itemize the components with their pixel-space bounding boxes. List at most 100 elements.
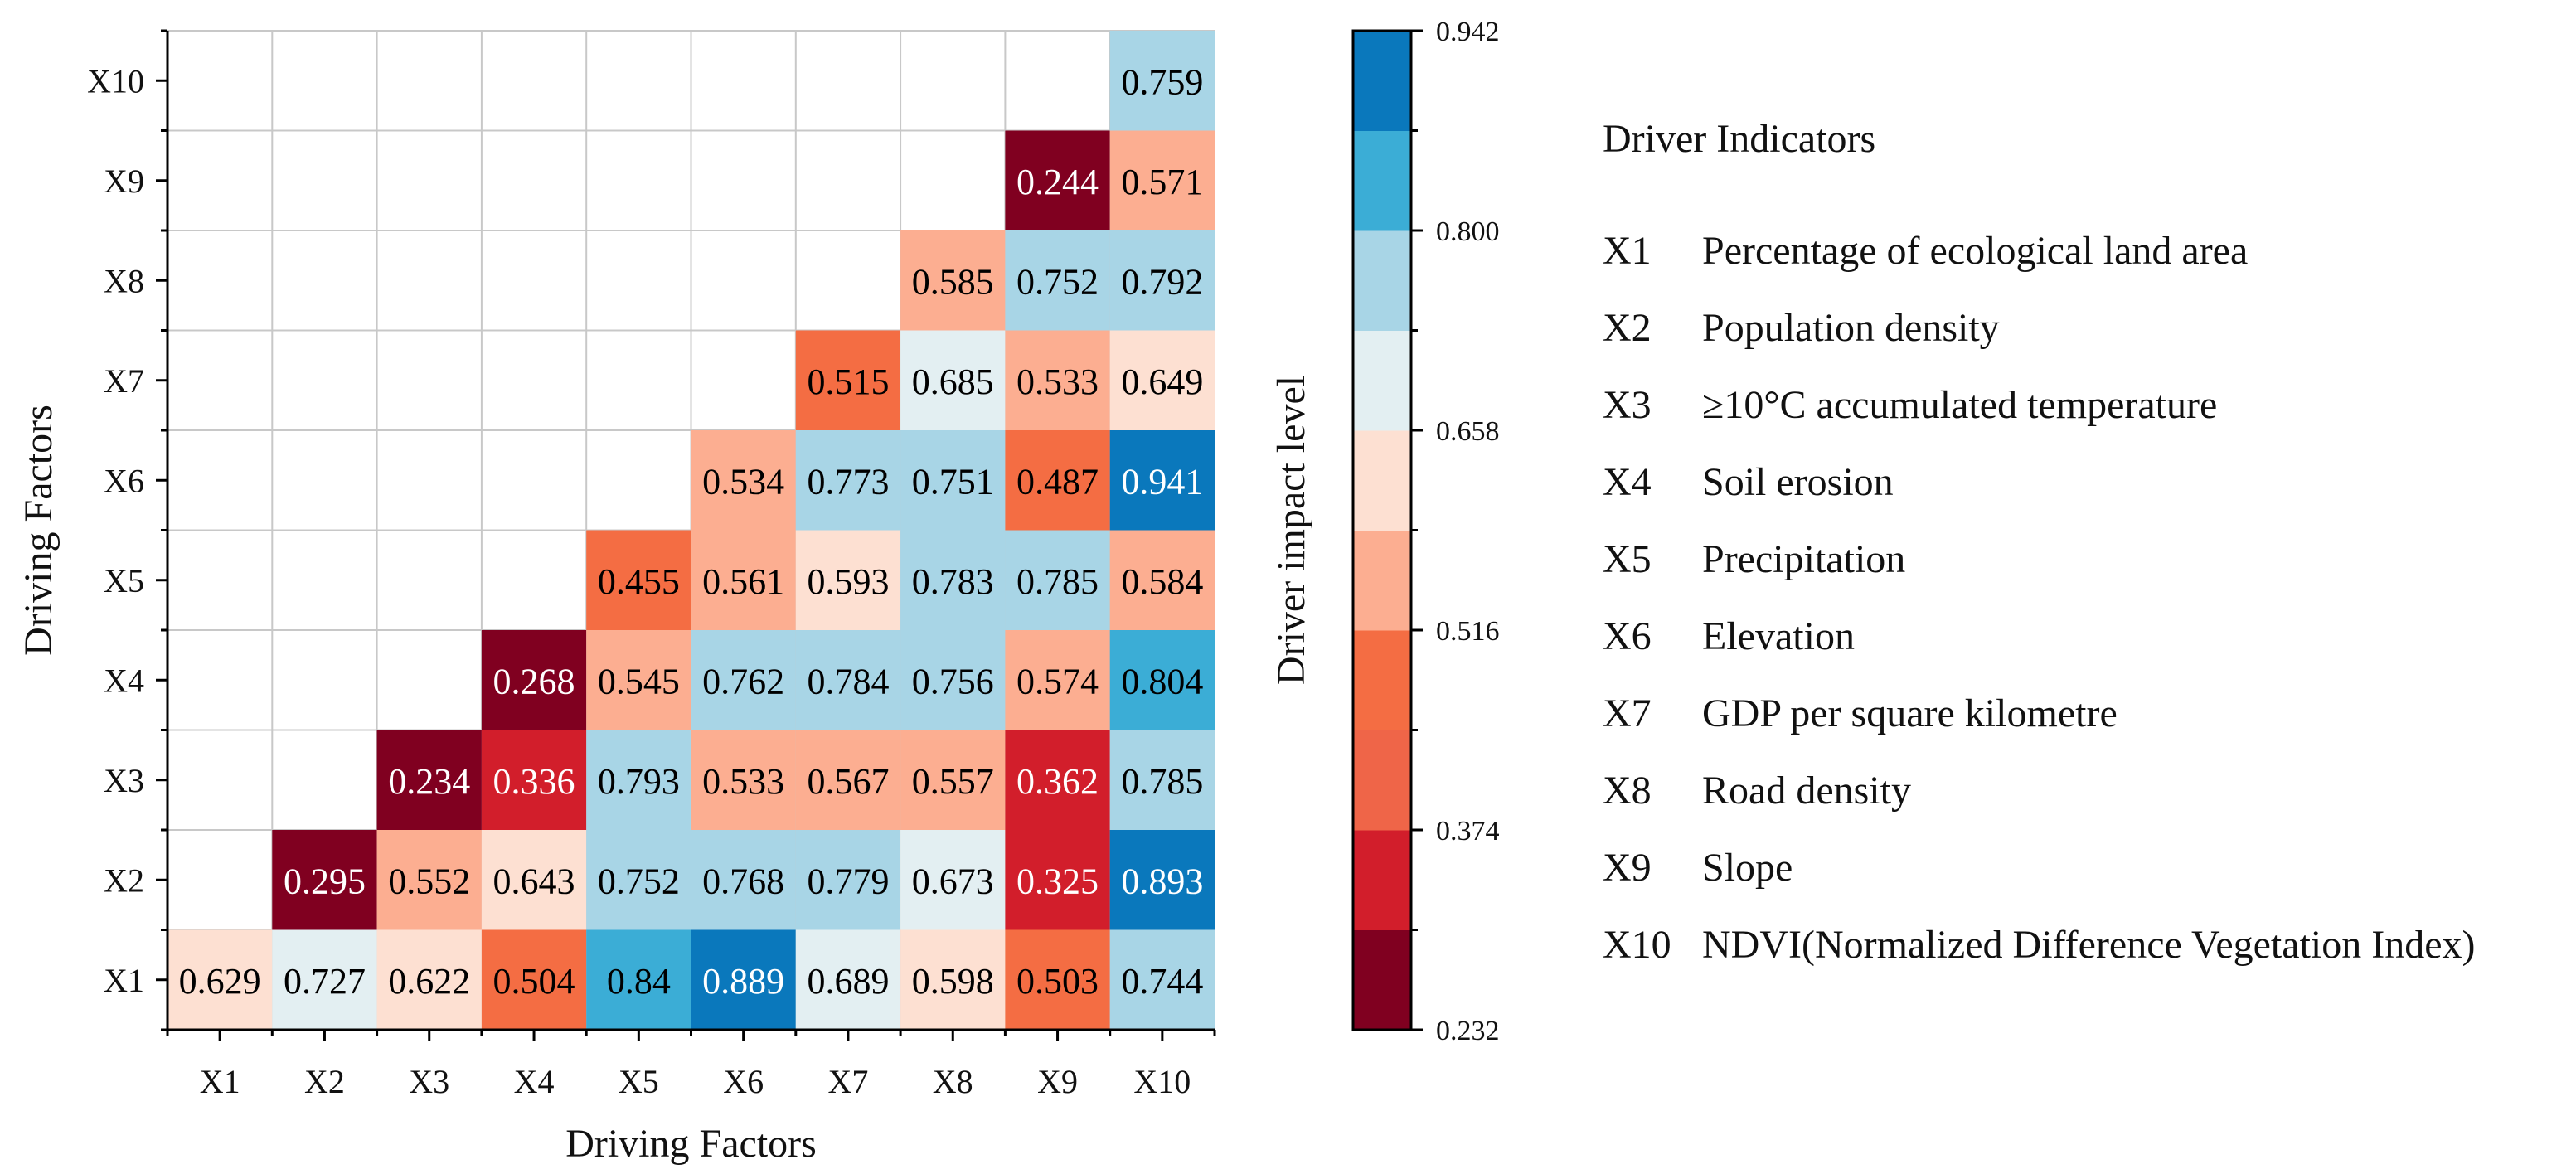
heatmap-cell-x10-x8: [1109, 230, 1215, 331]
heatmap-cell-x3-x3: [376, 730, 482, 830]
cell-value-label: 0.673: [912, 861, 994, 901]
heatmap-cell-x9-x3: [1005, 730, 1110, 830]
colorbar-bin: [1353, 430, 1411, 531]
x-tick-label: X10: [1133, 1063, 1191, 1100]
heatmap-cell-x6-x2: [691, 830, 796, 930]
cell-value-label: 0.629: [179, 961, 261, 1002]
cell-value-label: 0.793: [598, 761, 680, 802]
cell-value-label: 0.234: [388, 761, 470, 802]
y-tick-label: X10: [87, 62, 144, 99]
cell-value-label: 0.515: [807, 361, 889, 402]
heatmap-cell-x10-x2: [1109, 830, 1215, 930]
heatmap-cell-x6-x4: [691, 630, 796, 730]
cell-value-label: 0.557: [912, 761, 994, 802]
heatmap-cell-x4-x4: [481, 630, 587, 730]
x-tick-label: X7: [828, 1063, 869, 1100]
heatmap-cell-x5-x2: [586, 830, 691, 930]
colorbar-bin: [1353, 330, 1411, 431]
heatmap-cell-x2-x1: [272, 929, 377, 1030]
cell-value-label: 0.752: [598, 861, 680, 901]
heatmap-cell-x7-x6: [795, 430, 901, 531]
cell-value-label: 0.649: [1121, 361, 1203, 402]
colorbar-tick-label: 0.942: [1436, 17, 1500, 47]
heatmap-cell-x8-x7: [900, 330, 1006, 430]
x-tick-label: X8: [933, 1063, 973, 1100]
cell-value-label: 0.773: [807, 461, 889, 502]
colorbar-bin: [1353, 130, 1411, 231]
cell-value-label: 0.804: [1121, 661, 1203, 701]
cell-value-label: 0.784: [807, 661, 889, 701]
x-tick-label: X6: [723, 1063, 764, 1100]
cell-value-label: 0.295: [284, 861, 366, 901]
heatmap-cell-x9-x7: [1005, 330, 1110, 430]
heatmap-cell-x10-x1: [1109, 929, 1215, 1030]
y-tick-label: X4: [104, 662, 144, 699]
legend-label: Soil erosion: [1702, 460, 1894, 504]
cell-value-label: 0.571: [1121, 162, 1203, 202]
y-tick-label: X1: [104, 962, 144, 999]
legend-code: X1: [1603, 229, 1652, 273]
heatmap-cell-x9-x6: [1005, 430, 1110, 531]
heatmap-cell-x9-x5: [1005, 530, 1110, 630]
heatmap-cell-x4-x1: [481, 929, 587, 1030]
x-tick-label: X1: [200, 1063, 240, 1100]
heatmap-cell-x9-x2: [1005, 830, 1110, 930]
legend-code: X10: [1603, 923, 1671, 967]
heatmap-cell-x3-x2: [376, 830, 482, 930]
legend-label: Slope: [1702, 846, 1793, 890]
heatmap-cell-x6-x3: [691, 730, 796, 830]
heatmap-cell-x8-x5: [900, 530, 1006, 630]
heatmap-cell-x5-x5: [586, 530, 691, 630]
colorbar-tick-label: 0.374: [1436, 816, 1500, 847]
heatmap-cell-x7-x5: [795, 530, 901, 630]
cell-value-label: 0.752: [1016, 261, 1099, 302]
heatmap-cell-x8-x6: [900, 430, 1006, 531]
heatmap-cell-x9-x8: [1005, 230, 1110, 331]
heatmap-cell-x9-x9: [1005, 130, 1110, 230]
cell-value-label: 0.685: [912, 361, 994, 402]
cell-value-label: 0.689: [807, 961, 889, 1002]
heatmap-cell-x7-x7: [795, 330, 901, 430]
y-tick-label: X5: [104, 562, 144, 599]
legend-label: Elevation: [1702, 614, 1855, 658]
cell-value-label: 0.585: [912, 261, 994, 302]
cell-value-label: 0.84: [607, 961, 671, 1002]
colorbar-bin: [1353, 730, 1411, 831]
cell-value-label: 0.622: [388, 961, 470, 1002]
heatmap-cell-x8-x8: [900, 230, 1006, 331]
cell-value-label: 0.504: [493, 961, 575, 1002]
cell-value-label: 0.533: [702, 761, 784, 802]
cell-value-label: 0.768: [702, 861, 784, 901]
x-tick-label: X5: [619, 1063, 659, 1100]
cell-value-label: 0.783: [912, 561, 994, 602]
cell-value-label: 0.762: [702, 661, 784, 701]
heatmap-cell-x5-x1: [586, 929, 691, 1030]
cell-value-label: 0.792: [1121, 261, 1203, 302]
cell-value-label: 0.744: [1121, 961, 1203, 1002]
cell-value-label: 0.593: [807, 561, 889, 602]
heatmap-cell-x10-x10: [1109, 31, 1215, 131]
heatmap-cell-x2-x2: [272, 830, 377, 930]
y-tick-label: X8: [104, 262, 144, 299]
legend-label: Population density: [1702, 306, 2000, 350]
heatmap-cell-x10-x6: [1109, 430, 1215, 531]
legend-label: Road density: [1702, 769, 1911, 813]
cell-value-label: 0.336: [493, 761, 575, 802]
heatmap-cell-x10-x9: [1109, 130, 1215, 230]
cell-value-label: 0.533: [1016, 361, 1099, 402]
cell-value-label: 0.325: [1016, 861, 1099, 901]
cell-value-label: 0.487: [1016, 461, 1099, 502]
cell-value-label: 0.503: [1016, 961, 1099, 1002]
x-tick-label: X4: [514, 1063, 555, 1100]
legend-code: X2: [1603, 306, 1652, 350]
colorbar-bin: [1353, 630, 1411, 730]
colorbar-tick-label: 0.516: [1436, 616, 1500, 647]
heatmap-cell-x8-x3: [900, 730, 1006, 830]
colorbar-bin: [1353, 830, 1411, 930]
colorbar-bin: [1353, 31, 1411, 131]
cell-value-label: 0.552: [388, 861, 470, 901]
x-tick-label: X2: [304, 1063, 345, 1100]
heatmap-axes: X1 X1 X2 X2 X3 X3 X4 X4 X5 X5 X6 X6 X7 X7 X8 X8 X9 X9 X10 X…: [17, 29, 1216, 1166]
cell-value-label: 0.941: [1121, 461, 1203, 502]
x-tick-label: X9: [1037, 1063, 1078, 1100]
